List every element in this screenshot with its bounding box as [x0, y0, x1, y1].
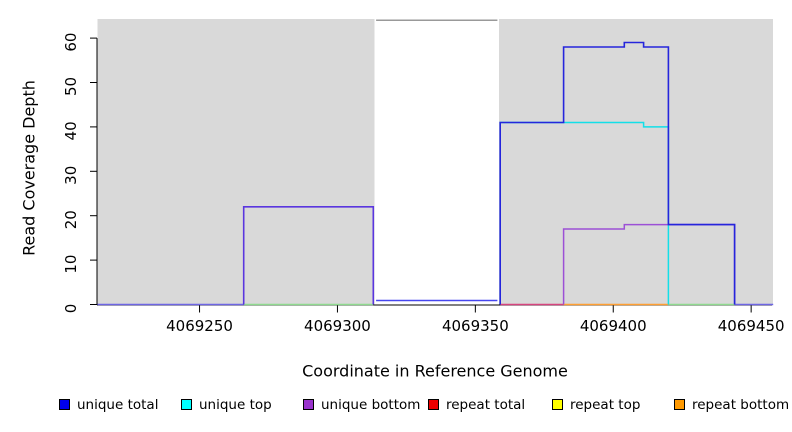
y-tick-label-0: 0: [62, 304, 80, 314]
legend-label: repeat top: [570, 397, 641, 413]
legend-swatch-repeat-bottom: [674, 399, 685, 410]
y-tick-label-40: 40: [62, 121, 80, 140]
y-tick-label-20: 20: [62, 210, 80, 229]
y-tick-label-50: 50: [62, 77, 80, 96]
x-tick-label-4069400: 4069400: [580, 317, 647, 335]
legend-swatch-unique-total: [59, 399, 70, 410]
masked-region-0: [97, 19, 375, 305]
legend-swatch-repeat-top: [552, 399, 563, 410]
x-tick-label-4069300: 4069300: [304, 317, 371, 335]
x-tick-label-4069450: 4069450: [718, 317, 785, 335]
series-line-unique-total-right: [499, 41, 736, 305]
legend-label: repeat bottom: [692, 397, 790, 413]
legend-label: unique top: [199, 397, 272, 413]
legend-label: repeat total: [446, 397, 526, 413]
y-axis-title: Read Coverage Depth: [19, 80, 39, 256]
y-tick-label-60: 60: [62, 33, 80, 52]
legend-swatch-repeat-total: [428, 399, 439, 410]
x-tick-label-4069250: 4069250: [166, 317, 233, 335]
legend-swatch-unique-bottom: [303, 399, 314, 410]
masked-region-1: [498, 19, 774, 305]
legend-label: unique total: [77, 397, 159, 413]
y-tick-label-30: 30: [62, 166, 80, 185]
series-line-unique-total-left-box: [242, 206, 375, 305]
legend-label: unique bottom: [321, 397, 421, 413]
x-tick-label-4069350: 4069350: [442, 317, 509, 335]
y-tick-label-10: 10: [62, 255, 80, 274]
legend-swatch-unique-top: [181, 399, 192, 410]
x-axis-title: Coordinate in Reference Genome: [302, 361, 568, 381]
